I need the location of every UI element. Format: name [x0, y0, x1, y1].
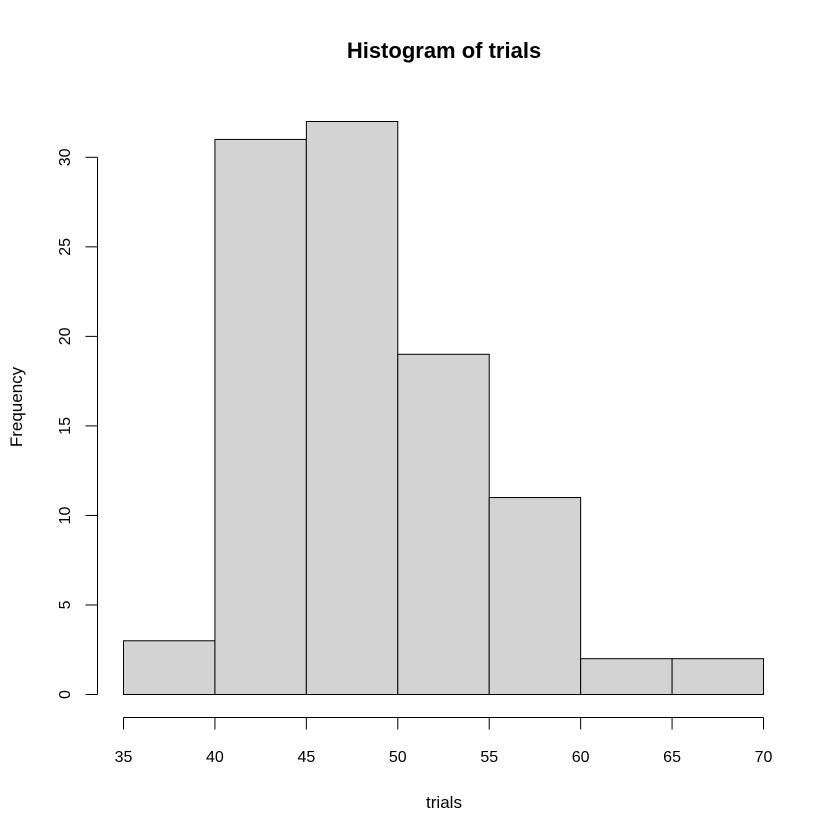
bar-55-60: [488, 497, 582, 695]
x-tick-label: 35: [115, 749, 133, 766]
x-axis-title: trials: [426, 793, 462, 812]
y-axis-title: Frequency: [7, 366, 26, 447]
chart-title: Histogram of trials: [347, 38, 541, 63]
x-tick-label: 60: [572, 749, 590, 766]
x-tick-label: 65: [663, 749, 681, 766]
y-tick-label: 10: [57, 506, 74, 524]
bar-40-45: [214, 138, 307, 695]
bar-60-65: [580, 658, 673, 695]
y-tick-label: 30: [57, 148, 74, 166]
x-axis: 35 40 45 50 55 60 65 70: [115, 717, 773, 766]
y-tick-label: 5: [57, 600, 74, 609]
x-tick-label: 45: [297, 749, 315, 766]
x-tick-label: 50: [389, 749, 407, 766]
y-tick-label: 20: [57, 327, 74, 345]
x-tick-label: 40: [206, 749, 224, 766]
x-tick-label: 70: [755, 749, 773, 766]
bar-65-70: [671, 658, 764, 695]
x-tick-label: 55: [480, 749, 498, 766]
bars-group: [123, 121, 764, 695]
bar-45-50: [305, 121, 399, 695]
y-tick-label: 25: [57, 238, 74, 256]
bar-35-40: [123, 640, 216, 695]
y-tick-label: 0: [57, 690, 74, 699]
y-axis: 0 5 10 15 20 25 30: [57, 148, 98, 699]
bar-50-55: [397, 353, 490, 695]
y-tick-label: 15: [57, 417, 74, 435]
